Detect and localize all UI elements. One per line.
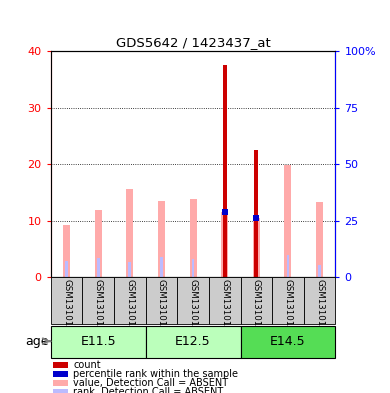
Bar [221, 212, 228, 277]
Bar [95, 210, 102, 277]
Bar [53, 362, 68, 368]
Bar [241, 326, 335, 358]
Bar [126, 189, 133, 277]
Bar [65, 261, 68, 277]
Text: E11.5: E11.5 [80, 335, 116, 348]
Text: percentile rank within the sample: percentile rank within the sample [73, 369, 238, 379]
Bar [222, 209, 227, 215]
Bar [63, 225, 70, 277]
Bar [145, 326, 241, 358]
Text: GSM1310179: GSM1310179 [125, 279, 134, 338]
Text: count: count [73, 360, 101, 370]
Title: GDS5642 / 1423437_at: GDS5642 / 1423437_at [116, 35, 270, 48]
Text: GSM1310180: GSM1310180 [220, 279, 229, 338]
Text: GSM1310178: GSM1310178 [284, 279, 292, 338]
Bar [190, 199, 197, 277]
Bar [97, 258, 99, 277]
Bar [316, 202, 323, 277]
Bar [158, 201, 165, 277]
Bar [272, 277, 304, 324]
Bar [253, 218, 260, 277]
Bar [177, 277, 209, 324]
Text: age: age [26, 335, 49, 348]
Text: GSM1310173: GSM1310173 [62, 279, 71, 338]
Bar [287, 255, 289, 277]
Text: GSM1310176: GSM1310176 [94, 279, 103, 338]
Text: GSM1310181: GSM1310181 [315, 279, 324, 338]
Bar [191, 259, 195, 277]
Bar [51, 277, 82, 324]
Bar [284, 165, 291, 277]
Bar [53, 371, 68, 377]
Text: value, Detection Call = ABSENT: value, Detection Call = ABSENT [73, 378, 229, 388]
Bar [241, 277, 272, 324]
Bar [209, 277, 241, 324]
Bar [53, 389, 68, 393]
Bar [128, 262, 131, 277]
Bar [160, 257, 163, 277]
Text: E14.5: E14.5 [270, 335, 306, 348]
Text: E12.5: E12.5 [175, 335, 211, 348]
Bar [53, 380, 68, 386]
Bar [318, 264, 321, 277]
Text: GSM1310177: GSM1310177 [188, 279, 198, 338]
Bar [51, 326, 145, 358]
Text: GSM1310175: GSM1310175 [252, 279, 261, 338]
Bar [304, 277, 335, 324]
Bar [145, 277, 177, 324]
Bar [223, 65, 227, 277]
Text: GSM1310174: GSM1310174 [157, 279, 166, 338]
Text: rank, Detection Call = ABSENT: rank, Detection Call = ABSENT [73, 387, 223, 393]
Bar [254, 150, 258, 277]
Bar [82, 277, 114, 324]
Bar [254, 215, 259, 220]
Bar [114, 277, 145, 324]
